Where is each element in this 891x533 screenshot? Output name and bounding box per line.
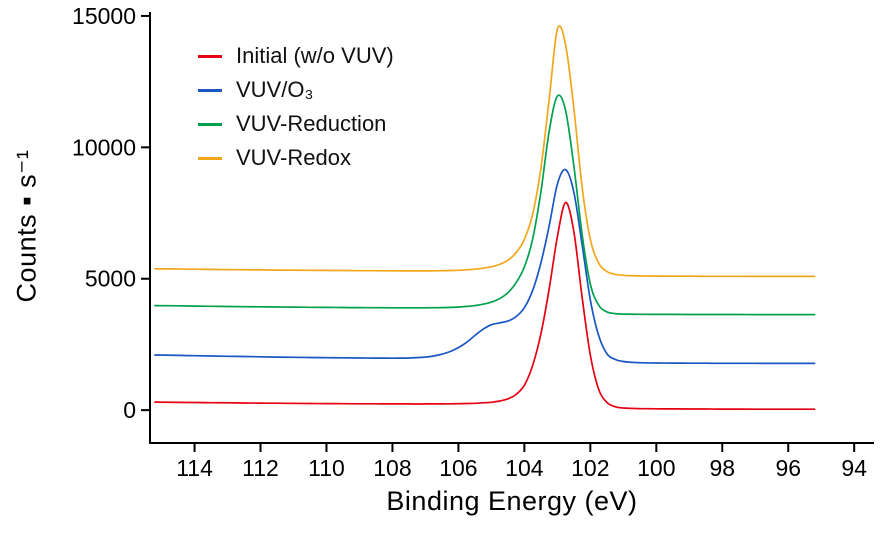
legend-line-swatch-vuv-o3 (198, 88, 222, 92)
x-tick-label: 110 (308, 455, 345, 481)
legend-label-vuv-reduction: VUV-Reduction (236, 111, 387, 136)
y-tick-label: 5000 (85, 266, 136, 292)
x-tick-label: 112 (242, 455, 279, 481)
legend-line-swatch-vuv-reduction (198, 122, 222, 126)
legend-line-swatch-initial (198, 54, 222, 58)
x-tick-label: 96 (775, 455, 801, 481)
legend: Initial (w/o VUV) VUV/O₃ VUV-Reduction V… (198, 44, 394, 170)
legend-item-vuv-reduction: VUV-Reduction (198, 112, 394, 136)
x-tick-label: 102 (571, 455, 609, 481)
legend-line-swatch-vuv-redox (198, 156, 222, 160)
series-line-0 (154, 201, 816, 411)
legend-label-vuv-o3: VUV/O₃ (236, 77, 314, 102)
series-line-2 (154, 94, 816, 316)
legend-label-vuv-redox: VUV-Redox (236, 145, 351, 170)
x-tick-label: 104 (505, 455, 544, 481)
legend-label-initial: Initial (w/o VUV) (236, 43, 394, 68)
y-tick-label: 0 (123, 397, 136, 423)
x-tick-label: 94 (841, 455, 867, 481)
x-tick-label: 106 (439, 455, 477, 481)
y-tick-label: 15000 (72, 3, 136, 29)
y-axis-title: Counts ▪ s⁻¹ (11, 149, 42, 303)
y-tick-label: 10000 (72, 134, 136, 160)
x-tick-label: 100 (637, 455, 675, 481)
series-line-3 (154, 24, 816, 278)
series-line-1 (154, 168, 816, 365)
x-tick-label: 98 (709, 455, 735, 481)
x-tick-label: 114 (176, 455, 213, 481)
legend-item-vuv-o3: VUV/O₃ (198, 78, 394, 102)
x-tick-label: 108 (373, 455, 411, 481)
legend-item-initial: Initial (w/o VUV) (198, 44, 394, 68)
legend-item-vuv-redox: VUV-Redox (198, 146, 394, 170)
x-axis-title: Binding Energy (eV) (386, 486, 638, 516)
